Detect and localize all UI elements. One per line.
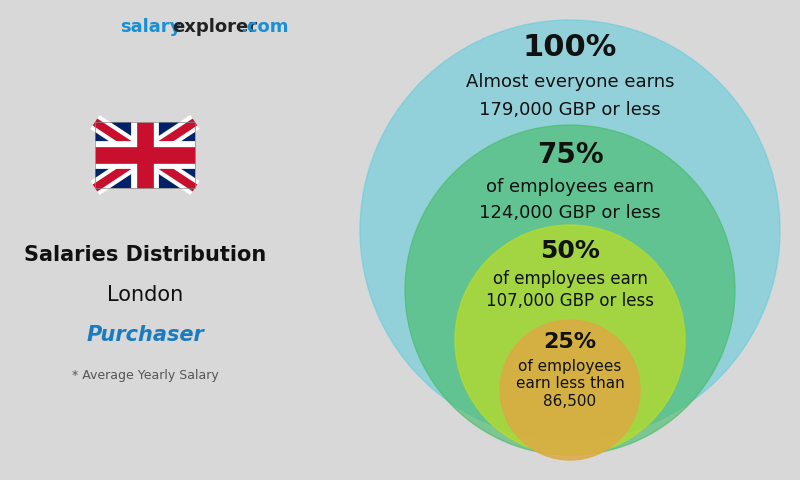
Text: salary: salary xyxy=(120,18,182,36)
Bar xyxy=(95,122,195,188)
Text: Salaries Distribution: Salaries Distribution xyxy=(24,245,266,265)
Text: explorer: explorer xyxy=(172,18,257,36)
Text: 25%: 25% xyxy=(543,332,597,352)
Text: London: London xyxy=(107,285,183,305)
Text: 124,000 GBP or less: 124,000 GBP or less xyxy=(479,204,661,222)
Text: 50%: 50% xyxy=(540,239,600,263)
Text: Purchaser: Purchaser xyxy=(86,325,204,345)
Circle shape xyxy=(405,125,735,455)
Text: 75%: 75% xyxy=(537,141,603,169)
Text: .com: .com xyxy=(240,18,289,36)
Text: 100%: 100% xyxy=(523,34,617,62)
Text: 86,500: 86,500 xyxy=(543,395,597,409)
Text: earn less than: earn less than xyxy=(516,376,624,392)
Circle shape xyxy=(500,320,640,460)
Bar xyxy=(95,122,195,188)
Text: * Average Yearly Salary: * Average Yearly Salary xyxy=(72,369,218,382)
Circle shape xyxy=(360,20,780,440)
Text: of employees earn: of employees earn xyxy=(486,178,654,196)
Text: of employees: of employees xyxy=(518,359,622,373)
Text: 107,000 GBP or less: 107,000 GBP or less xyxy=(486,292,654,310)
Text: 179,000 GBP or less: 179,000 GBP or less xyxy=(479,101,661,119)
Circle shape xyxy=(455,225,685,455)
Text: of employees earn: of employees earn xyxy=(493,270,647,288)
Text: Almost everyone earns: Almost everyone earns xyxy=(466,73,674,91)
